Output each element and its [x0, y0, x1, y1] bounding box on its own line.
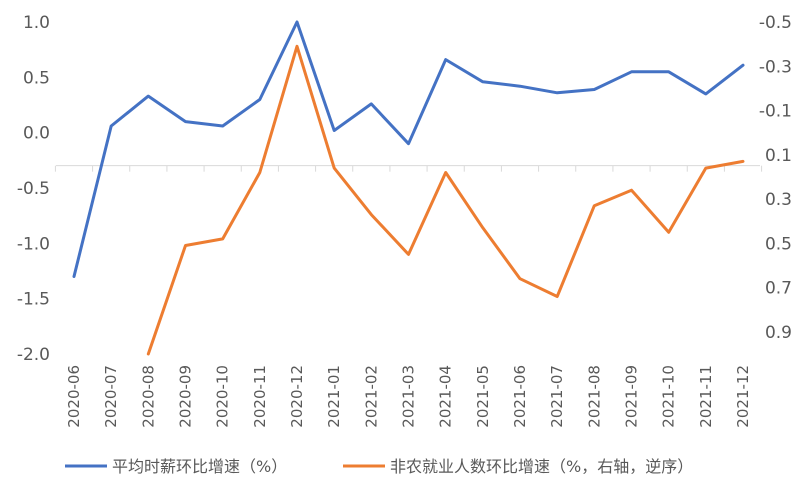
- right-axis: -0.5 -0.3 -0.1 0.1 0.3 0.5 0.7 0.9: [759, 13, 792, 343]
- right-tick-label: 0.7: [765, 279, 792, 299]
- x-tick-label: 2020-12: [288, 365, 306, 428]
- left-tick-label: -2.0: [17, 345, 50, 365]
- x-tick-label: 2020-10: [214, 365, 232, 428]
- left-tick-label: 1.0: [23, 13, 50, 33]
- x-tick-label: 2021-05: [474, 365, 492, 428]
- x-tick-label: 2020-07: [102, 365, 120, 428]
- left-tick-label: 0.5: [23, 68, 50, 88]
- right-tick-label: -0.3: [759, 57, 792, 77]
- x-tick-label: 2021-12: [734, 365, 752, 428]
- x-tick-label: 2021-07: [548, 365, 566, 428]
- right-tick-label: -0.5: [759, 13, 792, 33]
- left-tick-label: -0.5: [17, 179, 50, 199]
- x-tick-label: 2020-09: [177, 365, 195, 428]
- x-tick-label: 2021-08: [585, 365, 603, 428]
- right-tick-label: 0.5: [765, 234, 792, 254]
- x-tick-label: 2020-08: [139, 365, 157, 428]
- series-line-wage: [72, 20, 745, 278]
- right-tick-label: 0.9: [765, 323, 792, 343]
- left-tick-label: -1.5: [17, 290, 50, 310]
- x-tick-label: 2021-06: [511, 365, 529, 428]
- right-tick-label: 0.1: [765, 146, 792, 166]
- legend: 平均时薪环比增速（%） 非农就业人数环比增速（%，右轴，逆序）: [65, 457, 693, 476]
- left-tick-label: 0.0: [23, 124, 50, 144]
- right-tick-label: -0.1: [759, 102, 792, 122]
- left-tick-label: -1.0: [17, 234, 50, 254]
- x-tick-label: 2021-01: [325, 365, 343, 428]
- x-tick-label: 2021-09: [623, 365, 641, 428]
- x-tick-label: 2020-11: [251, 365, 269, 428]
- right-tick-label: 0.3: [765, 190, 792, 210]
- x-tick-label: 2021-10: [660, 365, 678, 428]
- left-axis: 1.0 0.5 0.0 -0.5 -1.0 -1.5 -2.0: [17, 13, 50, 365]
- x-tick-label: 2021-02: [362, 365, 380, 428]
- x-axis-labels: 2020-06 2020-07 2020-08 2020-09 2020-10 2020-…: [65, 365, 752, 428]
- series-lines: [72, 20, 745, 356]
- x-tick-label: 2021-04: [437, 365, 455, 428]
- x-tick-label: 2020-06: [65, 365, 83, 428]
- x-tick-label: 2021-03: [400, 365, 418, 428]
- series-line-payroll: [146, 44, 745, 356]
- x-tick-marks: [54, 165, 763, 172]
- x-tick-label: 2021-11: [697, 365, 715, 428]
- legend-label-payroll: 非农就业人数环比增速（%，右轴，逆序）: [390, 457, 693, 476]
- legend-label-wage: 平均时薪环比增速（%）: [112, 457, 287, 476]
